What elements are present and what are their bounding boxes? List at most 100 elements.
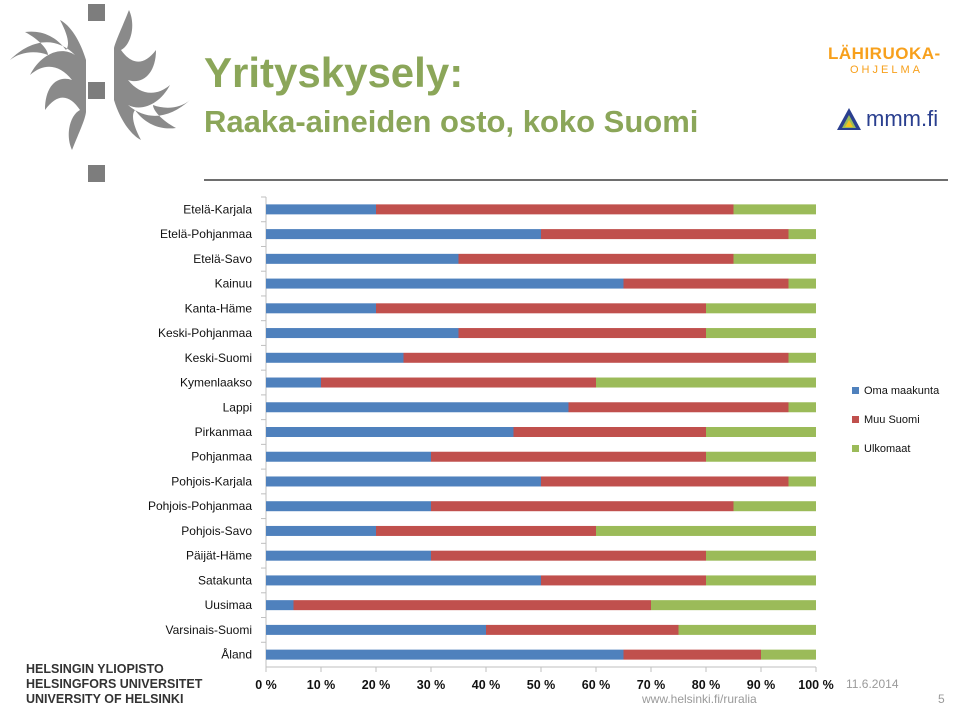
bar-segment xyxy=(266,525,376,536)
x-tick-label: 40 % xyxy=(472,678,501,692)
legend-ulko-swatch xyxy=(852,445,859,452)
university-name-line: HELSINGIN YLIOPISTO xyxy=(26,662,164,676)
lahiruoka-logo-sub: OHJELMA xyxy=(850,64,923,76)
bar-segment xyxy=(706,303,816,314)
bar-segment xyxy=(513,427,706,437)
category-label: Päijät-Häme xyxy=(186,549,252,563)
university-crest-logo xyxy=(10,4,190,182)
bar-segment xyxy=(431,550,706,561)
lahiruoka-logo-word: LÄHIRUOKA- xyxy=(828,44,941,63)
category-label: Etelä-Savo xyxy=(193,252,252,266)
bar-segment xyxy=(266,550,431,561)
page-number: 5 xyxy=(938,692,945,706)
legend-muu-label: Muu Suomi xyxy=(864,414,920,426)
legend-oma-label: Oma maakunta xyxy=(864,385,940,397)
bar-segment xyxy=(376,204,734,215)
bar-segment xyxy=(486,624,679,635)
bar-segment xyxy=(266,278,624,289)
legend-oma-swatch xyxy=(852,387,859,394)
bar-segment xyxy=(706,427,816,437)
bar-segment xyxy=(293,600,651,611)
category-label: Etelä-Karjala xyxy=(183,202,252,216)
bar-segment xyxy=(788,476,816,487)
category-label: Satakunta xyxy=(198,573,252,587)
category-label: Keski-Pohjanmaa xyxy=(158,326,252,340)
bar-segment xyxy=(623,649,761,660)
mmm-logo: mmm.fi xyxy=(836,106,938,132)
bar-segment xyxy=(568,402,789,413)
bar-segment xyxy=(321,377,596,388)
x-tick-label: 80 % xyxy=(692,678,721,692)
category-label: Pirkanmaa xyxy=(195,425,253,439)
bar-segment xyxy=(266,402,569,413)
title-divider xyxy=(204,179,948,181)
bar-segment xyxy=(431,501,734,512)
bar-segment xyxy=(266,352,404,363)
bar-segment xyxy=(266,303,376,314)
x-tick-label: 70 % xyxy=(637,678,666,692)
bar-segment xyxy=(788,402,816,413)
bar-segment xyxy=(678,624,816,635)
bar-segment xyxy=(706,451,816,462)
category-label: Pohjanmaa xyxy=(191,450,252,464)
x-tick-label: 20 % xyxy=(362,678,391,692)
category-label: Pohjois-Savo xyxy=(181,524,252,538)
bar-segment xyxy=(458,253,734,264)
bar-segment xyxy=(266,229,541,240)
category-label: Åland xyxy=(221,647,252,662)
bar-segment xyxy=(266,476,541,487)
category-label: Keski-Suomi xyxy=(185,351,252,365)
bar-segment xyxy=(788,352,816,363)
bar-segment xyxy=(596,525,816,536)
bar-segment xyxy=(376,303,706,314)
bar-segment xyxy=(733,204,816,215)
bar-segment xyxy=(458,328,706,339)
bar-segment xyxy=(266,328,459,339)
category-label: Kainuu xyxy=(215,277,252,291)
lahiruoka-logo: LÄHIRUOKA- OHJELMA xyxy=(828,44,941,76)
bar-segment xyxy=(651,600,816,611)
bar-segment xyxy=(266,427,514,437)
x-tick-label: 60 % xyxy=(582,678,611,692)
x-tick-label: 30 % xyxy=(417,678,446,692)
category-label: Lappi xyxy=(223,400,252,414)
x-tick-label: 0 % xyxy=(255,678,277,692)
legend-muu-swatch xyxy=(852,416,859,423)
bar-segment xyxy=(788,278,816,289)
bar-segment xyxy=(266,575,541,586)
bar-segment xyxy=(266,501,431,512)
bar-segment xyxy=(376,525,596,536)
footer-url[interactable]: www.helsinki.fi/ruralia xyxy=(642,692,757,706)
bar-segment xyxy=(266,600,294,611)
bar-segment xyxy=(596,377,816,388)
mmm-logo-text: mmm.fi xyxy=(866,106,939,131)
x-tick-label: 10 % xyxy=(307,678,336,692)
bar-segment xyxy=(403,352,789,363)
x-tick-label: 100 % xyxy=(798,678,833,692)
bar-segment xyxy=(266,451,431,462)
bar-segment xyxy=(431,451,706,462)
category-label: Kymenlaakso xyxy=(180,376,252,390)
bar-segment xyxy=(541,575,706,586)
bar-segment xyxy=(541,476,789,487)
bar-segment xyxy=(266,624,486,635)
bar-segment xyxy=(733,501,816,512)
bar-segment xyxy=(706,575,816,586)
mmm-triangle-icon xyxy=(837,108,861,130)
bar-segment xyxy=(266,377,321,388)
x-tick-label: 90 % xyxy=(747,678,776,692)
bar-segment xyxy=(623,278,789,289)
university-name-line: HELSINGFORS UNIVERSITET xyxy=(26,677,203,691)
bar-segment xyxy=(706,550,816,561)
bar-segment xyxy=(541,229,789,240)
x-tick-label: 50 % xyxy=(527,678,556,692)
university-name-line: UNIVERSITY OF HELSINKI xyxy=(26,692,184,706)
bar-segment xyxy=(706,328,816,339)
bar-segment xyxy=(266,253,459,264)
category-label: Etelä-Pohjanmaa xyxy=(160,227,252,241)
category-label: Varsinais-Suomi xyxy=(166,623,252,637)
university-name: HELSINGIN YLIOPISTO HELSINGFORS UNIVERSI… xyxy=(26,662,202,707)
category-label: Kanta-Häme xyxy=(185,301,253,315)
category-label: Uusimaa xyxy=(205,598,253,612)
